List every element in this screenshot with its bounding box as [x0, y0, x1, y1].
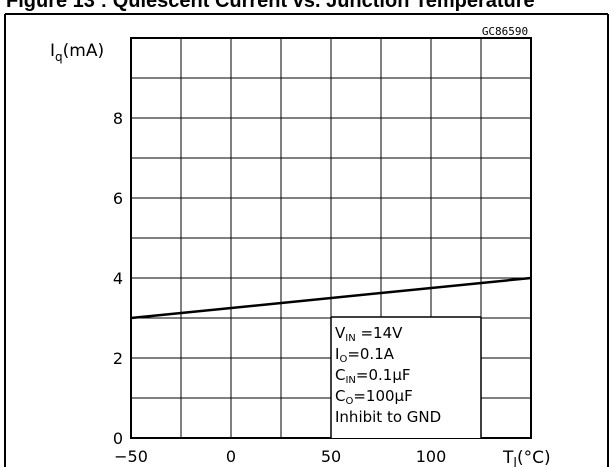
caption-strip: Figure 13 : Quiescent Current vs. Juncti… [0, 0, 615, 14]
condition-sub: O [339, 354, 347, 365]
x-axis-label: TJ(°C) [502, 448, 551, 467]
condition-line: IO=0.1A [335, 345, 395, 365]
x-axis-label-unit: (°C) [517, 448, 551, 467]
condition-line: Inhibit to GND [335, 408, 441, 426]
series-line [130, 276, 532, 320]
y-axis-label: Iq(mA) [50, 41, 104, 64]
y-tick-label: 6 [113, 189, 123, 208]
condition-sub: IN [345, 333, 355, 344]
x-axis-label-main: T [502, 448, 514, 467]
y-tick-label: 8 [113, 109, 123, 128]
x-tick-label: 100 [416, 447, 447, 466]
condition-value: =0.1μF [356, 366, 411, 384]
condition-main: C [335, 366, 345, 384]
y-tick-label: 2 [113, 349, 123, 368]
y-tick-labels: 0 2 4 6 8 [113, 109, 123, 448]
condition-main: V [335, 324, 346, 342]
x-tick-label: 0 [226, 447, 236, 466]
x-tick-label: 50 [321, 447, 341, 466]
condition-value: =0.1A [347, 345, 394, 363]
figure-code: GC86590 [482, 25, 528, 38]
condition-sub: O [345, 396, 353, 407]
condition-main: I [335, 345, 339, 363]
y-axis-label-sub: q [55, 50, 63, 64]
y-tick-label: 4 [113, 269, 123, 288]
condition-line: CIN=0.1μF [335, 366, 411, 386]
condition-sub: IN [345, 375, 355, 386]
series-group [130, 276, 532, 320]
figure-caption: Figure 13 : Quiescent Current vs. Juncti… [6, 0, 535, 12]
y-axis-label-main: I [50, 41, 55, 61]
conditions-box-bg [331, 317, 481, 438]
y-tick-label: 0 [113, 429, 123, 448]
conditions-box: VIN =14VIO=0.1ACIN=0.1μFCO=100μFInhibit … [330, 316, 482, 438]
x-tick-label: −50 [114, 447, 148, 466]
condition-value: =14V [356, 324, 403, 342]
condition-value: =100μF [353, 387, 412, 405]
condition-line: VIN =14V [335, 324, 403, 344]
condition-main: C [335, 387, 345, 405]
condition-main: Inhibit to GND [335, 408, 441, 426]
condition-line: CO=100μF [335, 387, 413, 407]
y-axis-label-unit: (mA) [63, 41, 104, 61]
x-tick-labels: −50 0 50 100 [114, 447, 446, 466]
x-axis-label-sub: J [512, 455, 517, 467]
